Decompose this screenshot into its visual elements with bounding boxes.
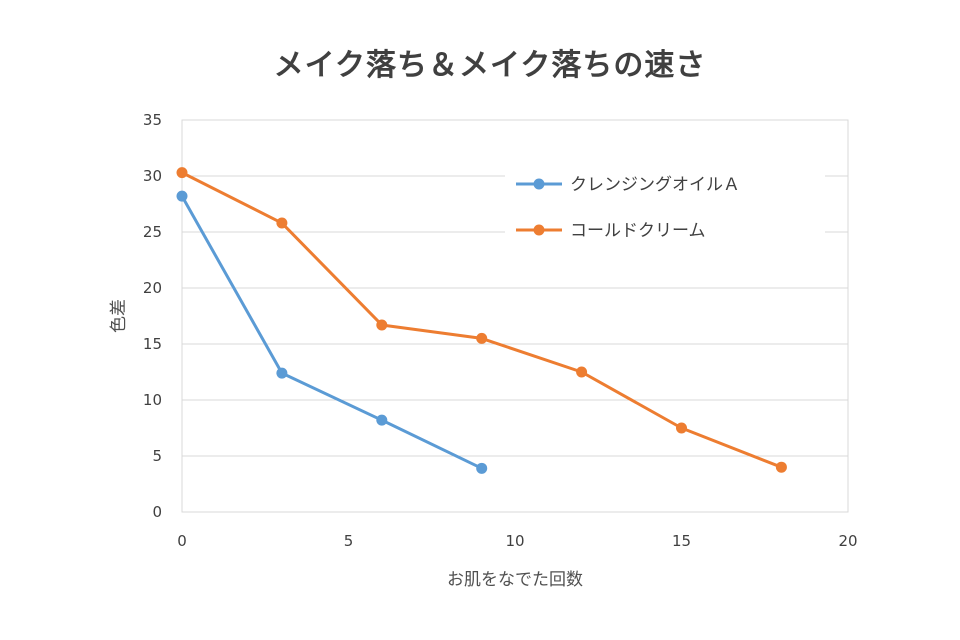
- y-tick-label: 15: [143, 335, 162, 353]
- data-point-1: [276, 367, 288, 379]
- y-tick-labels: 0 5 10 15 20 25 30 35: [143, 111, 162, 521]
- y-tick-label: 0: [152, 503, 162, 521]
- data-point-2: [476, 332, 488, 344]
- data-point-2: [176, 167, 188, 179]
- y-tick-label: 20: [143, 279, 162, 297]
- y-axis-label: 色差: [109, 299, 129, 333]
- data-point-2: [576, 366, 588, 378]
- y-tick-label: 25: [143, 223, 162, 241]
- data-point-2: [676, 422, 687, 434]
- legend-label: コールドクリーム: [570, 221, 706, 241]
- series-line-1: [180, 194, 484, 470]
- x-tick-label: 5: [344, 532, 354, 550]
- y-tick-label: 10: [143, 391, 162, 409]
- x-tick-label: 10: [505, 532, 524, 550]
- legend-swatch-marker: [533, 178, 545, 190]
- data-point-2: [376, 319, 388, 331]
- data-point-1: [376, 414, 388, 426]
- x-axis-label: お肌をなでた回数: [447, 570, 583, 590]
- chart-title: メイク落ち＆メイク落ちの速さ: [273, 48, 707, 83]
- legend-label: クレンジングオイルＡ: [570, 175, 740, 195]
- plot-frame: [181, 119, 849, 513]
- legend: クレンジングオイルＡ コールドクリーム: [505, 166, 825, 248]
- legend-swatch-marker: [533, 224, 545, 236]
- series-layer: [176, 167, 787, 474]
- data-point-2: [775, 461, 787, 473]
- data-point-2: [276, 217, 288, 229]
- x-tick-labels: 0 5 10 15 20: [177, 532, 857, 550]
- x-tick-label: 20: [838, 532, 857, 550]
- data-point-1: [176, 190, 188, 202]
- x-tick-label: 15: [672, 532, 691, 550]
- y-tick-label: 35: [143, 111, 162, 129]
- x-tick-label: 0: [177, 532, 187, 550]
- y-tick-label: 30: [143, 167, 162, 185]
- data-point-1: [476, 462, 488, 474]
- y-tick-label: 5: [152, 447, 162, 465]
